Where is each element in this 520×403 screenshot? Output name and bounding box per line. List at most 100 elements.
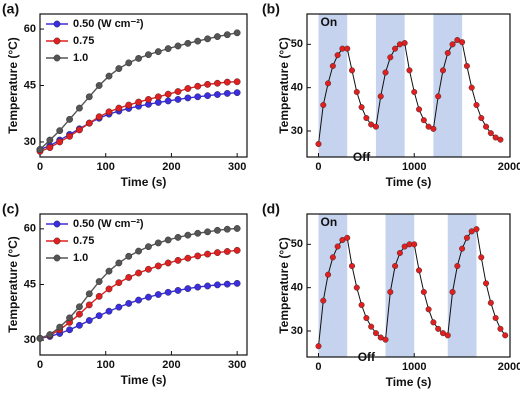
data-point — [223, 90, 231, 97]
y-tick-label: 30 — [24, 334, 36, 346]
data-point — [174, 256, 182, 264]
data-point — [358, 302, 365, 309]
on-period — [318, 14, 348, 157]
data-point — [184, 231, 192, 239]
data-point — [76, 104, 83, 112]
data-point — [85, 93, 93, 101]
legend-marker — [53, 37, 61, 45]
legend-label: 0.50 (W cm⁻²) — [73, 18, 144, 30]
data-point — [76, 310, 83, 318]
data-point — [56, 323, 64, 331]
data-point — [425, 306, 432, 313]
x-tick-label: 1000 — [402, 161, 426, 173]
data-point — [125, 252, 133, 260]
x-tick-label: 0 — [37, 359, 43, 371]
panel-label: (a) — [2, 1, 19, 17]
data-point — [325, 80, 332, 87]
data-point — [56, 138, 64, 146]
data-point — [95, 82, 103, 89]
x-tick-label: 200 — [162, 161, 180, 173]
panel-label: (b) — [262, 1, 280, 17]
data-point — [358, 104, 365, 111]
annotation: On — [320, 215, 337, 229]
data-point — [392, 45, 399, 52]
data-point — [223, 280, 231, 288]
data-point — [214, 249, 221, 256]
data-point — [420, 117, 427, 124]
data-point — [478, 254, 485, 261]
data-point — [435, 93, 442, 100]
data-point — [95, 292, 103, 300]
data-point — [463, 234, 470, 241]
x-axis-label: Time (s) — [121, 175, 167, 189]
data-point — [56, 127, 64, 135]
data-point — [46, 331, 54, 338]
y-axis-label: Temperature (°C) — [277, 37, 291, 134]
legend-marker — [53, 220, 61, 228]
data-point — [223, 248, 231, 255]
data-point — [95, 312, 103, 320]
data-point — [145, 265, 152, 273]
data-point — [372, 123, 379, 130]
data-point — [76, 303, 83, 311]
data-point — [184, 85, 192, 92]
data-point — [214, 79, 221, 87]
data-point — [387, 54, 394, 61]
data-point — [325, 271, 332, 278]
legend-label: 1.0 — [73, 52, 88, 64]
y-tick-label: 45 — [24, 79, 36, 91]
data-point — [184, 254, 192, 262]
data-point — [214, 281, 221, 289]
data-point — [46, 136, 54, 144]
data-point — [184, 285, 192, 292]
data-point — [154, 262, 162, 270]
data-point — [66, 326, 73, 334]
y-tick-label: 30 — [24, 136, 36, 148]
data-point — [164, 236, 172, 244]
data-point — [154, 48, 162, 56]
x-tick-label: 1000 — [402, 361, 426, 373]
data-point — [115, 65, 123, 72]
data-point — [363, 315, 370, 322]
data-point — [164, 288, 172, 296]
y-tick-label: 40 — [291, 282, 303, 294]
x-tick-label: 0 — [37, 161, 43, 173]
data-point — [406, 67, 413, 74]
data-point — [334, 52, 341, 59]
legend-label: 1.0 — [73, 252, 88, 264]
data-point — [439, 67, 446, 74]
data-point — [204, 228, 211, 236]
data-point — [478, 114, 485, 121]
on-period — [447, 214, 477, 357]
data-point — [334, 243, 341, 250]
data-point — [214, 91, 221, 98]
data-point — [194, 93, 202, 101]
data-point — [204, 250, 211, 258]
data-point — [135, 98, 142, 106]
data-point — [502, 332, 509, 339]
data-point — [444, 50, 451, 57]
data-point — [377, 93, 384, 100]
data-point — [164, 90, 172, 98]
data-point — [76, 126, 83, 134]
data-point — [174, 233, 182, 241]
legend-marker — [53, 20, 61, 28]
data-point — [135, 296, 142, 304]
data-point — [135, 247, 142, 255]
data-point — [372, 330, 379, 337]
plot-frame — [306, 13, 511, 158]
x-tick-label: 200 — [162, 359, 180, 371]
data-point — [66, 115, 73, 123]
data-point — [468, 84, 475, 91]
data-point — [233, 246, 241, 254]
on-period — [385, 214, 415, 357]
data-point — [459, 39, 466, 46]
data-point — [473, 226, 480, 233]
data-point — [430, 319, 437, 326]
data-point — [135, 55, 142, 62]
data-point — [320, 297, 327, 304]
data-point — [194, 252, 202, 260]
data-point — [154, 93, 162, 101]
data-point — [430, 125, 437, 132]
